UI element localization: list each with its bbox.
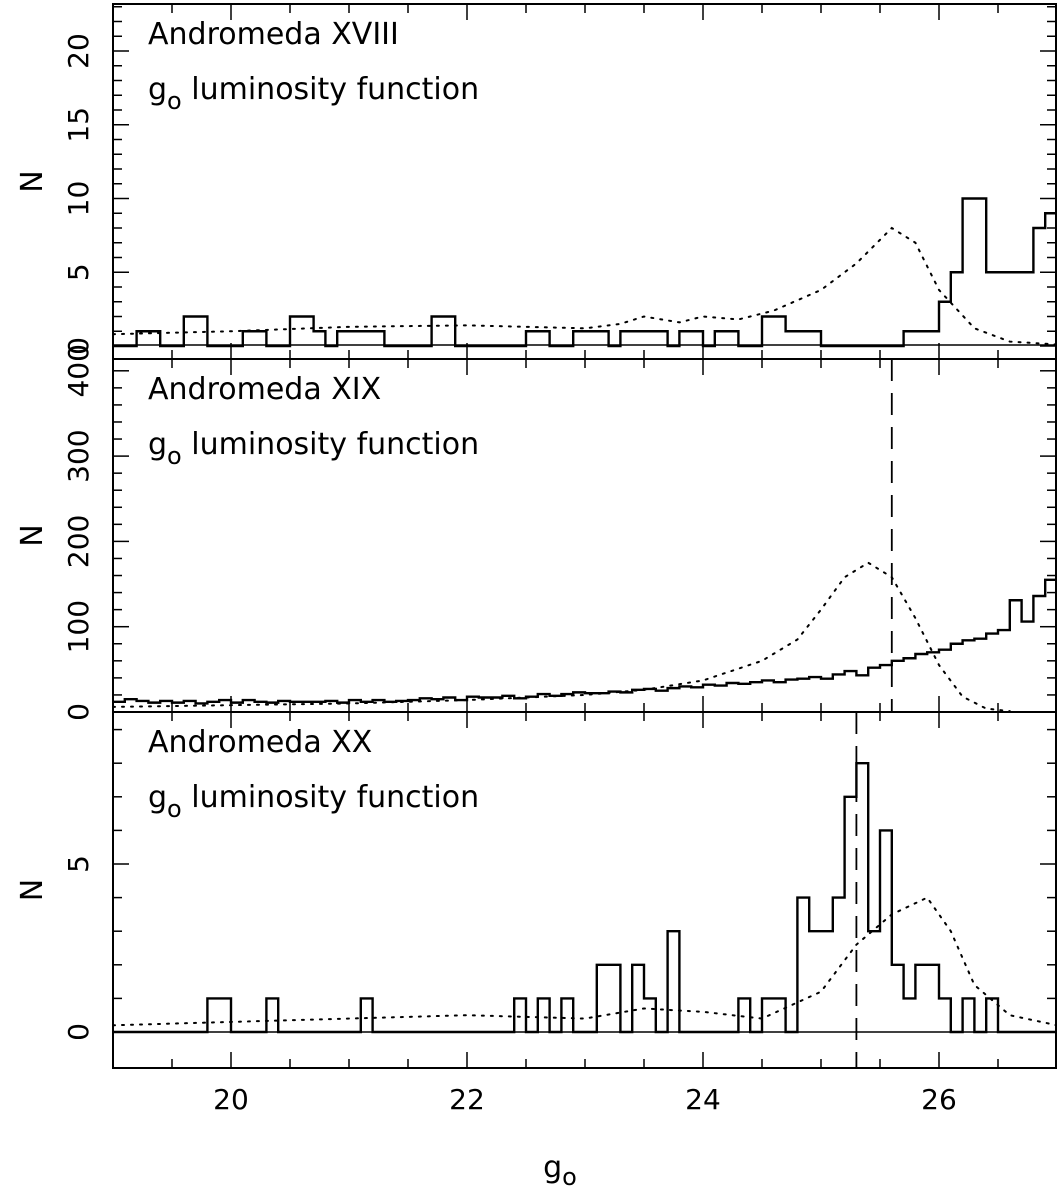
panel-title: Andromeda XVIII	[148, 17, 399, 52]
histogram-series	[113, 555, 1057, 705]
subtitle-subscript: o	[167, 87, 182, 115]
y-tick-label: 100	[62, 600, 95, 653]
subtitle-g: g	[148, 427, 167, 462]
subtitle-rest: luminosity function	[182, 780, 479, 815]
x-tick-label: 24	[685, 1083, 721, 1116]
panel-subtitle: go luminosity function	[148, 72, 479, 115]
panel-1: 0 5 10 15 20 N Andromeda XVIII go luminosity fu…	[15, 3, 1057, 360]
x-tick-label: 22	[449, 1083, 485, 1116]
panel-title: Andromeda XIX	[148, 372, 381, 407]
subtitle-g: g	[148, 780, 167, 815]
y-tick-label: 0	[62, 703, 95, 721]
y-tick-label: 200	[62, 515, 95, 568]
y-tick-label: 5	[62, 263, 95, 281]
y-tick-label: 0	[62, 337, 95, 355]
subtitle-subscript: o	[167, 442, 182, 470]
subtitle-rest: luminosity function	[182, 427, 479, 462]
model-dotted-series	[112, 896, 1057, 1027]
y-axis-label: N	[15, 170, 50, 192]
y-axis-label: N	[15, 879, 50, 901]
subtitle-rest: luminosity function	[182, 72, 479, 107]
panel-2: 0 100 200 300 400 N Andromeda XIX go luminosity…	[15, 344, 1057, 721]
y-tick-label: 5	[62, 855, 95, 873]
y-axis-label: N	[15, 524, 50, 546]
model-dotted-series	[112, 561, 1011, 713]
y-tick-label: 400	[62, 344, 95, 397]
model-dotted-series	[112, 226, 1057, 346]
x-axis-label-subscript: o	[562, 1163, 577, 1191]
x-axis: 20 22 24 26 go	[213, 1083, 957, 1191]
subtitle-g: g	[148, 72, 167, 107]
x-axis-label: go	[543, 1150, 577, 1191]
panel-subtitle: go luminosity function	[148, 427, 479, 470]
x-tick-label: 20	[213, 1083, 249, 1116]
panel-frame	[112, 711, 1057, 1069]
y-tick-label: 10	[62, 181, 95, 217]
y-tick-label: 15	[62, 107, 95, 143]
x-axis-label-main: g	[543, 1150, 562, 1185]
y-tick-label: 300	[62, 429, 95, 482]
subtitle-subscript: o	[167, 795, 182, 823]
panel-title: Andromeda XX	[148, 725, 372, 760]
histogram-series	[113, 762, 1057, 1034]
histogram-series	[113, 197, 1057, 348]
y-tick-label: 0	[62, 1023, 95, 1041]
x-tick-label: 26	[921, 1083, 957, 1116]
panel-subtitle: go luminosity function	[148, 780, 479, 823]
panel-3: 0 5N Andromeda XX go luminosity function	[15, 711, 1057, 1069]
y-tick-label: 20	[62, 33, 95, 69]
panel-frame	[112, 3, 1057, 360]
